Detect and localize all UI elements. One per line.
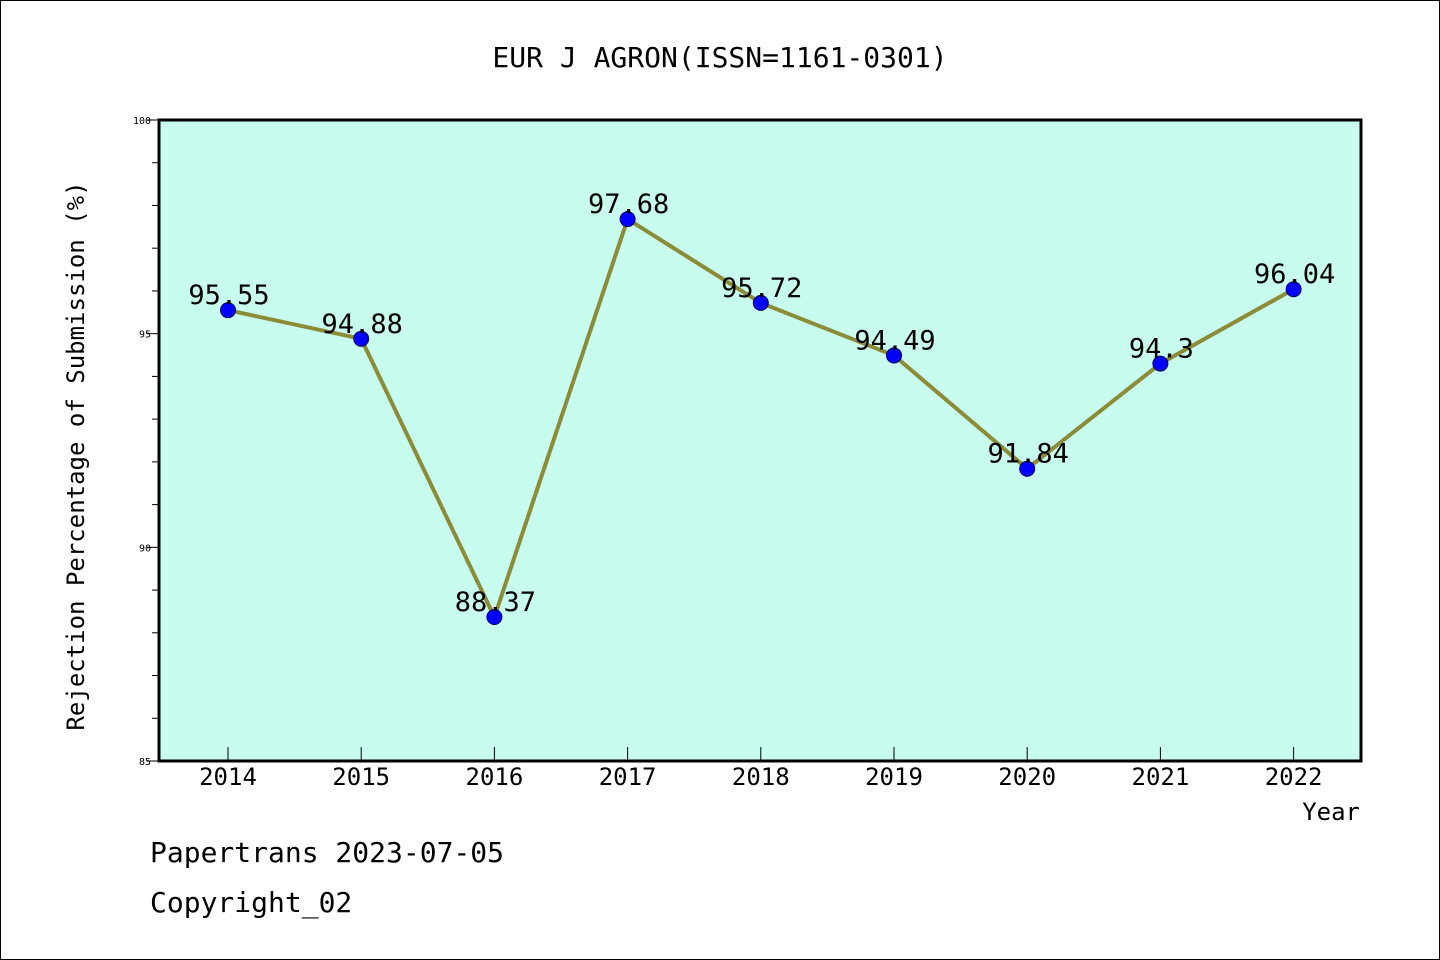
data-label: 95.72 [721,273,802,304]
y-tick-label: 85 [139,757,151,768]
data-label: 91.84 [988,439,1069,470]
data-label: 94.3 [1129,334,1194,365]
x-tick-label: 2021 [1132,763,1190,791]
data-label: 96.04 [1254,259,1335,290]
x-tick-label: 2014 [199,763,257,791]
x-tick-label: 2015 [332,763,390,791]
plot-area [157,118,1363,763]
series-markers [220,211,1302,625]
x-axis-label: Year [1302,798,1360,826]
x-tick-label: 2019 [865,763,923,791]
x-tick-label: 2016 [466,763,524,791]
x-tick-label: 2022 [1265,763,1323,791]
data-label: 97.68 [588,189,669,220]
y-tick-label: 100 [133,116,151,127]
data-point [619,211,636,228]
data-point [486,608,503,625]
y-tick-label: 95 [139,330,151,341]
data-label: 94.49 [854,325,935,356]
data-point [220,302,236,319]
y-axis: 85 90 95 100 [133,116,159,768]
data-point [1152,355,1169,372]
x-tick-label: 2020 [998,763,1056,791]
y-tick-label: 90 [139,543,151,554]
y-axis-label: Rejection Percentage of Submission (%) [62,181,90,730]
data-labels: 95.55 94.88 88.37 97.68 95.72 94.49 91.84 94.3 9… [188,189,1335,618]
chart-title: EUR J AGRON(ISSN=1161-0301) [492,41,947,74]
data-label: 95.55 [188,280,269,311]
data-label: 88.37 [455,587,536,618]
data-point [886,347,902,364]
data-label: 94.88 [322,309,403,340]
data-point [1285,281,1302,298]
data-point [1019,460,1036,477]
footer-date: Papertrans 2023-07-05 [150,836,505,869]
footer-copyright: Copyright_02 [150,886,353,919]
x-axis: 2014 2015 2016 2017 2018 2019 2020 2021 2022 [199,747,1322,791]
x-tick-label: 2017 [599,763,657,791]
x-tick-label: 2018 [732,763,790,791]
data-point [752,294,769,311]
data-point [353,330,370,347]
